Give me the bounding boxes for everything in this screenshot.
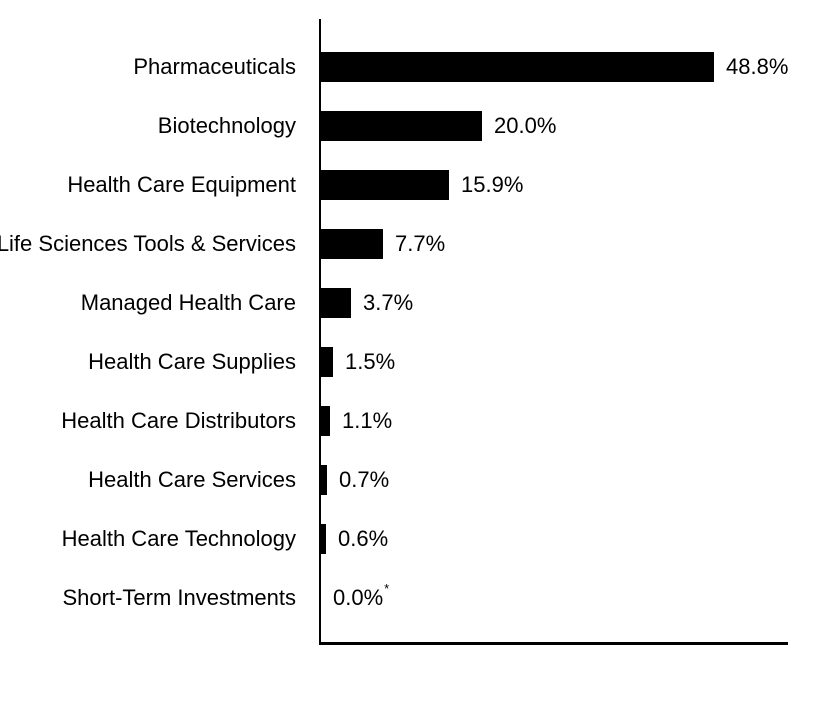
chart-row: Health Care Technology 0.6% — [0, 509, 828, 568]
bar — [321, 169, 449, 200]
value-label: 1.1% — [342, 391, 392, 450]
category-label: Short-Term Investments — [62, 584, 296, 610]
value-label: 1.5% — [345, 332, 395, 391]
bar — [321, 51, 714, 82]
x-axis-line — [319, 642, 788, 645]
bar — [321, 464, 327, 495]
category-label: Health Care Services — [88, 466, 296, 492]
value-label: 0.0% * — [333, 568, 389, 627]
value-text: 3.7% — [363, 289, 414, 315]
value-text: 7.7% — [395, 230, 446, 256]
value-label: 7.7% — [395, 214, 445, 273]
category-label: Managed Health Care — [80, 289, 296, 315]
category-label: Pharmaceuticals — [133, 53, 296, 79]
chart-rows: Pharmaceuticals 48.8% Biotechnology 20.0% He… — [0, 37, 828, 627]
category-label: Health Care Technology — [61, 525, 296, 551]
category-label: Life Sciences Tools & Services — [0, 230, 296, 256]
value-label: 0.6% — [338, 509, 388, 568]
value-label: 48.8% — [726, 37, 788, 96]
bar — [321, 228, 383, 259]
chart-row: Life Sciences Tools & Services 7.7% — [0, 214, 828, 273]
value-label: 20.0% — [494, 96, 556, 155]
value-text: 1.1% — [342, 407, 393, 433]
value-text: 0.6% — [338, 525, 389, 551]
bar — [321, 110, 482, 141]
bar — [321, 405, 330, 436]
chart-row: Short-Term Investments 0.0% * — [0, 568, 828, 627]
chart-row: Pharmaceuticals 48.8% — [0, 37, 828, 96]
chart-row: Managed Health Care 3.7% — [0, 273, 828, 332]
bar — [321, 523, 326, 554]
category-label: Biotechnology — [157, 112, 296, 138]
bar — [321, 287, 351, 318]
category-label: Health Care Distributors — [61, 407, 296, 433]
value-text: 0.0% — [333, 584, 384, 610]
chart-row: Health Care Services 0.7% — [0, 450, 828, 509]
value-text: 20.0% — [494, 112, 557, 138]
value-text: 0.7% — [339, 466, 390, 492]
category-label: Health Care Supplies — [88, 348, 296, 374]
bar — [321, 346, 333, 377]
footnote-asterisk: * — [384, 581, 390, 596]
chart-row: Health Care Distributors 1.1% — [0, 391, 828, 450]
chart-row: Health Care Supplies 1.5% — [0, 332, 828, 391]
value-label: 0.7% — [339, 450, 389, 509]
value-text: 48.8% — [726, 53, 789, 79]
value-text: 15.9% — [461, 171, 524, 197]
chart-row: Biotechnology 20.0% — [0, 96, 828, 155]
value-label: 15.9% — [461, 155, 523, 214]
chart-row: Health Care Equipment 15.9% — [0, 155, 828, 214]
category-label: Health Care Equipment — [67, 171, 296, 197]
y-axis-line — [319, 19, 321, 645]
value-text: 1.5% — [345, 348, 396, 374]
value-label: 3.7% — [363, 273, 413, 332]
